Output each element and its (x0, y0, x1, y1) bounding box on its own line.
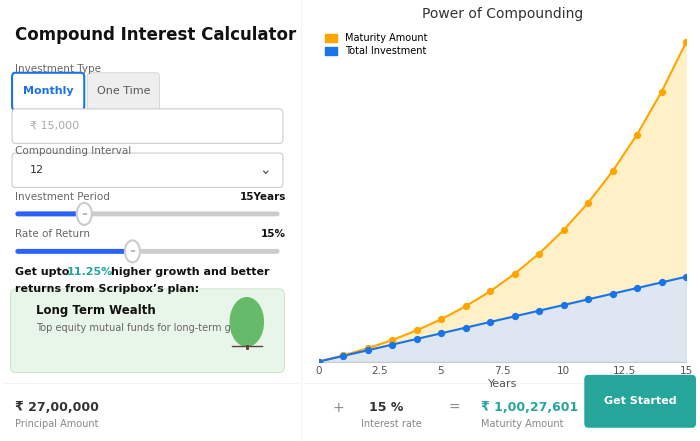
Point (386, 336, 398, 344)
Legend: Maturity Amount, Total Investment: Maturity Amount, Total Investment (323, 31, 429, 58)
Point (607, 168, 618, 175)
Point (435, 330, 447, 337)
Point (656, 279, 667, 286)
Circle shape (77, 203, 92, 225)
Text: Top equity mutual funds for long-term goals: Top equity mutual funds for long-term go… (36, 323, 251, 333)
Point (631, 131, 643, 138)
Circle shape (230, 298, 263, 346)
Point (484, 288, 496, 295)
FancyBboxPatch shape (12, 73, 84, 110)
Point (362, 347, 373, 354)
Text: 15%: 15% (261, 229, 286, 239)
Point (386, 341, 398, 348)
Text: Monthly: Monthly (23, 86, 74, 96)
Text: Investment Type: Investment Type (15, 64, 101, 74)
FancyBboxPatch shape (584, 375, 696, 428)
FancyBboxPatch shape (12, 153, 283, 187)
Text: 15 %: 15 % (369, 401, 403, 414)
Point (362, 345, 373, 352)
Text: returns from Scripbox’s plan:: returns from Scripbox’s plan: (15, 284, 199, 295)
Text: Compounding Interval: Compounding Interval (15, 146, 132, 157)
Point (533, 307, 545, 314)
Point (680, 39, 692, 46)
FancyBboxPatch shape (12, 109, 283, 143)
Circle shape (125, 240, 140, 262)
Text: One Time: One Time (97, 86, 150, 96)
Point (313, 358, 324, 365)
Text: ₹ 15,000: ₹ 15,000 (30, 121, 79, 131)
Point (460, 303, 471, 310)
Text: Maturity Amount: Maturity Amount (480, 419, 563, 429)
Text: =: = (81, 211, 88, 217)
Text: +: + (333, 401, 344, 415)
Text: Get Started: Get Started (604, 396, 676, 406)
Text: Principal Amount: Principal Amount (15, 419, 99, 429)
Point (337, 352, 349, 359)
Text: 15Years: 15Years (239, 192, 286, 202)
Text: Investment Period: Investment Period (15, 192, 110, 202)
Point (558, 227, 569, 234)
Text: ₹ 27,00,000: ₹ 27,00,000 (15, 401, 99, 414)
Text: 12: 12 (30, 165, 44, 175)
Point (533, 250, 545, 257)
Point (411, 327, 422, 334)
Text: Get upto: Get upto (15, 267, 74, 277)
Point (582, 199, 594, 206)
Title: Power of Compounding: Power of Compounding (421, 7, 583, 21)
Point (411, 336, 422, 343)
Point (313, 358, 324, 365)
Point (337, 352, 349, 359)
Point (435, 316, 447, 323)
Text: Compound Interest Calculator: Compound Interest Calculator (15, 26, 296, 45)
Text: ₹ 1,00,27,601: ₹ 1,00,27,601 (480, 401, 578, 414)
Text: =: = (449, 401, 461, 415)
Text: higher growth and better: higher growth and better (111, 267, 270, 277)
Point (656, 88, 667, 95)
Point (558, 302, 569, 309)
Point (607, 290, 618, 297)
Text: =: = (130, 248, 135, 254)
Point (582, 296, 594, 303)
Point (680, 273, 692, 280)
X-axis label: Years: Years (488, 379, 517, 389)
Text: 11.25%: 11.25% (66, 267, 113, 277)
FancyBboxPatch shape (88, 73, 160, 110)
Point (484, 318, 496, 325)
Point (460, 324, 471, 331)
Text: Rate of Return: Rate of Return (15, 229, 90, 239)
Text: ⌄: ⌄ (259, 163, 271, 177)
Text: Interest rate: Interest rate (361, 419, 421, 429)
Text: Long Term Wealth: Long Term Wealth (36, 304, 156, 317)
Point (509, 270, 520, 277)
FancyBboxPatch shape (10, 289, 284, 373)
Point (631, 284, 643, 292)
Point (509, 313, 520, 320)
